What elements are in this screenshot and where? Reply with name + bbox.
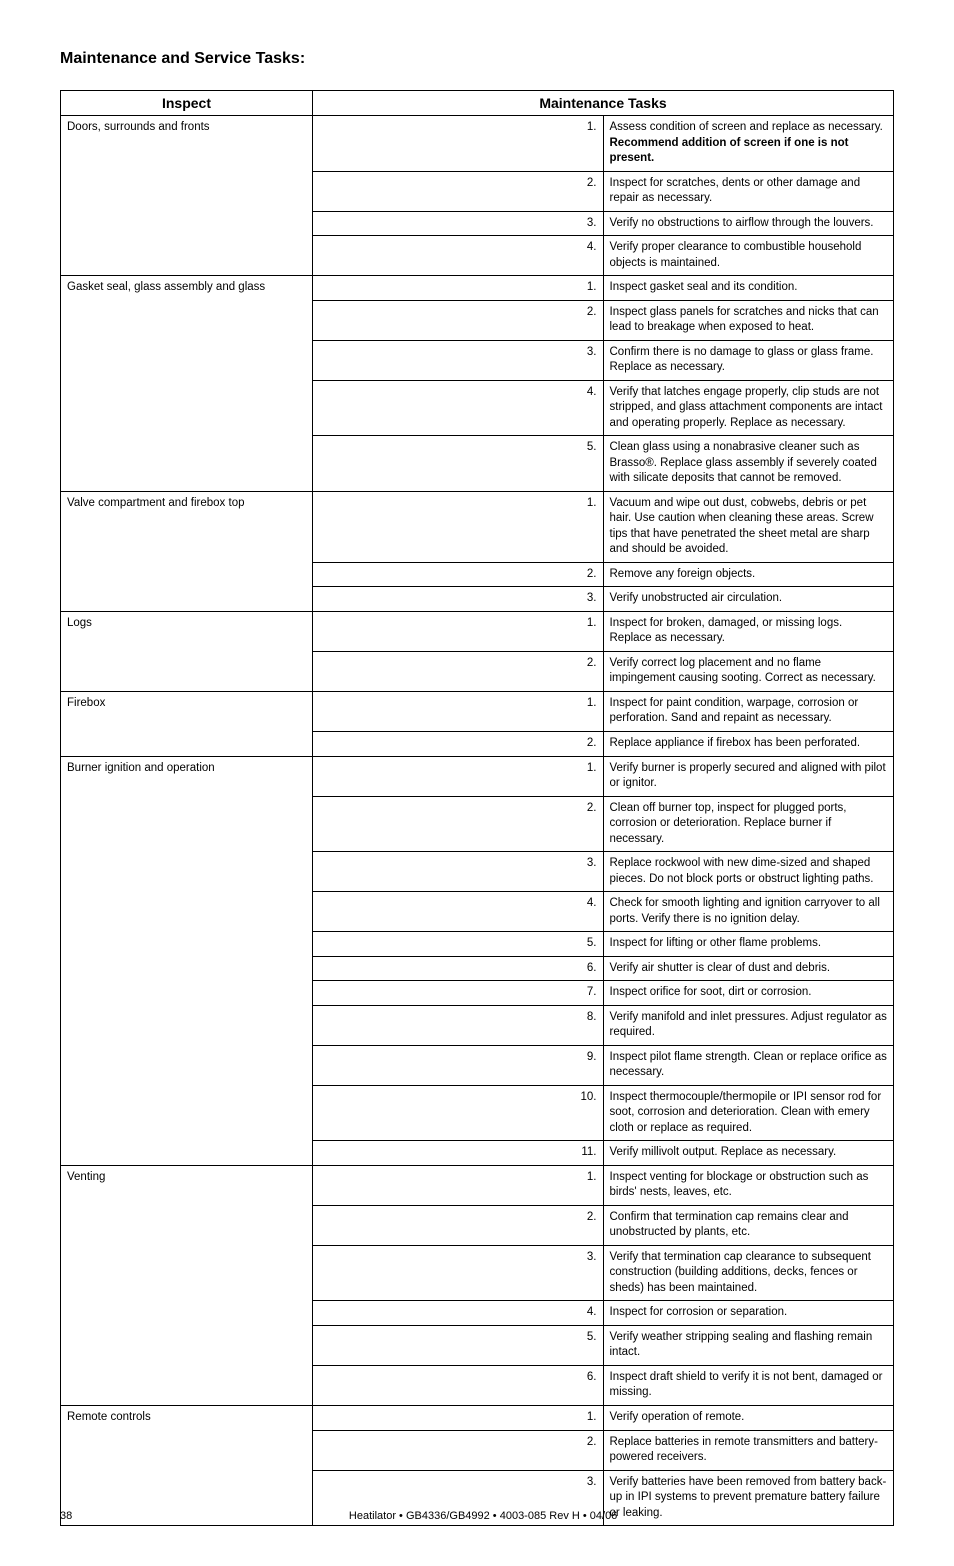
- task-text: Inspect for paint condition, warpage, co…: [603, 691, 894, 731]
- task-text: Inspect for corrosion or separation.: [603, 1301, 894, 1326]
- task-number: 5.: [313, 1325, 604, 1365]
- inspect-cell: Venting: [61, 1165, 313, 1405]
- task-number: 5.: [313, 436, 604, 492]
- task-number: 1.: [313, 691, 604, 731]
- task-text: Inspect for lifting or other flame probl…: [603, 932, 894, 957]
- task-text: Verify air shutter is clear of dust and …: [603, 956, 894, 981]
- task-number: 4.: [313, 1301, 604, 1326]
- inspect-cell: Gasket seal, glass assembly and glass: [61, 276, 313, 492]
- task-text: Verify millivolt output. Replace as nece…: [603, 1141, 894, 1166]
- task-text: Remove any foreign objects.: [603, 562, 894, 587]
- table-row: Logs1.Inspect for broken, damaged, or mi…: [61, 611, 894, 651]
- task-number: 8.: [313, 1005, 604, 1045]
- task-text: Verify that latches engage properly, cli…: [603, 380, 894, 436]
- task-text: Inspect glass panels for scratches and n…: [603, 300, 894, 340]
- task-number: 2.: [313, 300, 604, 340]
- task-number: 1.: [313, 1406, 604, 1431]
- page: Maintenance and Service Tasks: Inspect M…: [0, 0, 954, 1566]
- task-text: Verify unobstructed air circulation.: [603, 587, 894, 612]
- task-text: Clean off burner top, inspect for plugge…: [603, 796, 894, 852]
- task-number: 1.: [313, 611, 604, 651]
- task-text: Verify proper clearance to combustible h…: [603, 236, 894, 276]
- table-row: Valve compartment and firebox top1.Vacuu…: [61, 491, 894, 562]
- task-text: Inspect gasket seal and its condition.: [603, 276, 894, 301]
- task-number: 1.: [313, 116, 604, 172]
- task-number: 4.: [313, 380, 604, 436]
- task-text: Verify weather stripping sealing and fla…: [603, 1325, 894, 1365]
- task-number: 1.: [313, 276, 604, 301]
- inspect-cell: Doors, surrounds and fronts: [61, 116, 313, 276]
- task-text: Confirm there is no damage to glass or g…: [603, 340, 894, 380]
- task-text: Inspect thermocouple/thermopile or IPI s…: [603, 1085, 894, 1141]
- task-number: 3.: [313, 852, 604, 892]
- task-number: 3.: [313, 587, 604, 612]
- task-number: 4.: [313, 892, 604, 932]
- task-number: 7.: [313, 981, 604, 1006]
- task-text: Inspect for broken, damaged, or missing …: [603, 611, 894, 651]
- task-number: 1.: [313, 1165, 604, 1205]
- header-inspect: Inspect: [61, 91, 313, 116]
- table-row: Remote controls1.Verify operation of rem…: [61, 1406, 894, 1431]
- inspect-cell: Burner ignition and operation: [61, 756, 313, 1165]
- task-number: 10.: [313, 1085, 604, 1141]
- task-number: 4.: [313, 236, 604, 276]
- task-text: Verify no obstructions to airflow throug…: [603, 211, 894, 236]
- task-number: 2.: [313, 1430, 604, 1470]
- task-text: Clean glass using a nonabrasive cleaner …: [603, 436, 894, 492]
- task-text: Replace batteries in remote transmitters…: [603, 1430, 894, 1470]
- task-number: 3.: [313, 211, 604, 236]
- task-number: 3.: [313, 340, 604, 380]
- table-row: Venting1.Inspect venting for blockage or…: [61, 1165, 894, 1205]
- inspect-cell: Firebox: [61, 691, 313, 756]
- task-text: Vacuum and wipe out dust, cobwebs, debri…: [603, 491, 894, 562]
- task-text: Inspect orifice for soot, dirt or corros…: [603, 981, 894, 1006]
- task-text: Confirm that termination cap remains cle…: [603, 1205, 894, 1245]
- task-text: Inspect pilot flame strength. Clean or r…: [603, 1045, 894, 1085]
- table-row: Firebox1.Inspect for paint condition, wa…: [61, 691, 894, 731]
- inspect-cell: Valve compartment and firebox top: [61, 491, 313, 611]
- page-title: Maintenance and Service Tasks:: [60, 50, 894, 68]
- footer-text: Heatilator • GB4336/GB4992 • 4003-085 Re…: [60, 1510, 894, 1522]
- header-tasks: Maintenance Tasks: [313, 91, 894, 116]
- task-number: 5.: [313, 932, 604, 957]
- maintenance-table: Inspect Maintenance Tasks Doors, surroun…: [60, 90, 894, 1526]
- task-text: Verify manifold and inlet pressures. Adj…: [603, 1005, 894, 1045]
- task-text: Verify burner is properly secured and al…: [603, 756, 894, 796]
- task-number: 1.: [313, 756, 604, 796]
- task-number: 2.: [313, 651, 604, 691]
- task-number: 2.: [313, 171, 604, 211]
- task-text: Replace appliance if firebox has been pe…: [603, 731, 894, 756]
- task-number: 2.: [313, 796, 604, 852]
- task-number: 9.: [313, 1045, 604, 1085]
- task-number: 2.: [313, 1205, 604, 1245]
- task-text: Verify operation of remote.: [603, 1406, 894, 1431]
- task-text: Assess condition of screen and replace a…: [603, 116, 894, 172]
- task-number: 11.: [313, 1141, 604, 1166]
- footer: 38 Heatilator • GB4336/GB4992 • 4003-085…: [60, 1510, 894, 1522]
- page-number: 38: [60, 1510, 72, 1522]
- task-text: Replace rockwool with new dime-sized and…: [603, 852, 894, 892]
- inspect-cell: Remote controls: [61, 1406, 313, 1526]
- task-text: Check for smooth lighting and ignition c…: [603, 892, 894, 932]
- task-number: 3.: [313, 1245, 604, 1301]
- task-number: 2.: [313, 731, 604, 756]
- table-row: Burner ignition and operation1.Verify bu…: [61, 756, 894, 796]
- task-number: 6.: [313, 1365, 604, 1405]
- task-text: Verify that termination cap clearance to…: [603, 1245, 894, 1301]
- inspect-cell: Logs: [61, 611, 313, 691]
- task-number: 1.: [313, 491, 604, 562]
- table-row: Gasket seal, glass assembly and glass1.I…: [61, 276, 894, 301]
- task-number: 2.: [313, 562, 604, 587]
- table-row: Doors, surrounds and fronts1.Assess cond…: [61, 116, 894, 172]
- task-number: 6.: [313, 956, 604, 981]
- task-text: Inspect draft shield to verify it is not…: [603, 1365, 894, 1405]
- task-text: Inspect venting for blockage or obstruct…: [603, 1165, 894, 1205]
- task-text: Verify correct log placement and no flam…: [603, 651, 894, 691]
- task-text: Inspect for scratches, dents or other da…: [603, 171, 894, 211]
